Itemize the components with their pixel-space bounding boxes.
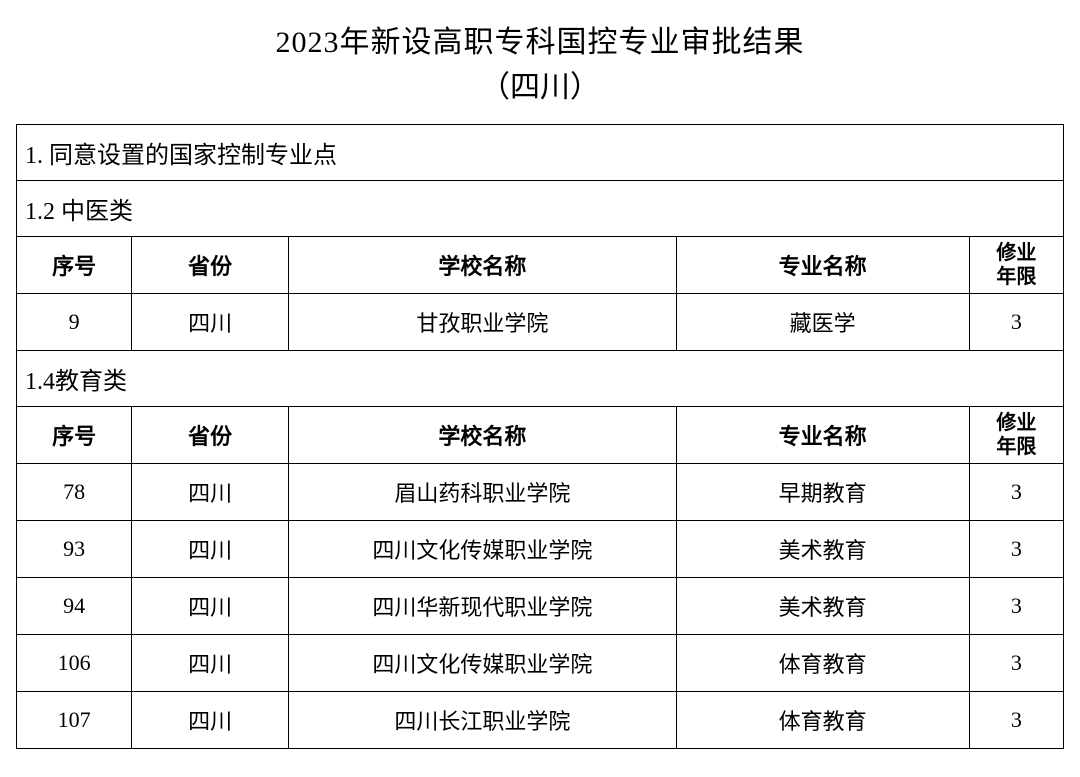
cell-province: 四川 bbox=[132, 521, 289, 578]
page-title-line1: 2023年新设高职专科国控专业审批结果 bbox=[16, 20, 1064, 65]
table-row: 107四川四川长江职业学院体育教育3 bbox=[17, 692, 1064, 749]
cell-seq: 9 bbox=[17, 294, 132, 351]
column-header-province: 省份 bbox=[132, 237, 289, 294]
cell-seq: 107 bbox=[17, 692, 132, 749]
cell-major: 体育教育 bbox=[676, 692, 969, 749]
cell-major: 体育教育 bbox=[676, 635, 969, 692]
group-header-row: 1.2 中医类 bbox=[17, 181, 1064, 237]
table-row: 93四川四川文化传媒职业学院美术教育3 bbox=[17, 521, 1064, 578]
group-header: 1.2 中医类 bbox=[17, 181, 1064, 237]
cell-school: 甘孜职业学院 bbox=[289, 294, 676, 351]
cell-school: 四川文化传媒职业学院 bbox=[289, 635, 676, 692]
table-row: 78四川眉山药科职业学院早期教育3 bbox=[17, 464, 1064, 521]
cell-major: 美术教育 bbox=[676, 521, 969, 578]
page-title-block: 2023年新设高职专科国控专业审批结果 （四川） bbox=[16, 20, 1064, 110]
cell-province: 四川 bbox=[132, 578, 289, 635]
column-header-row: 序号省份学校名称专业名称修业年限 bbox=[17, 407, 1064, 464]
cell-seq: 94 bbox=[17, 578, 132, 635]
cell-school: 四川文化传媒职业学院 bbox=[289, 521, 676, 578]
cell-province: 四川 bbox=[132, 294, 289, 351]
column-header-major: 专业名称 bbox=[676, 237, 969, 294]
section-1-header: 1. 同意设置的国家控制专业点 bbox=[17, 125, 1064, 181]
group-header: 1.4教育类 bbox=[17, 351, 1064, 407]
approval-table: 1. 同意设置的国家控制专业点 1.2 中医类序号省份学校名称专业名称修业年限9… bbox=[16, 124, 1064, 749]
cell-years: 3 bbox=[969, 464, 1063, 521]
table-row: 9四川甘孜职业学院藏医学3 bbox=[17, 294, 1064, 351]
cell-major: 早期教育 bbox=[676, 464, 969, 521]
page-title-line2: （四川） bbox=[16, 65, 1064, 110]
column-header-school: 学校名称 bbox=[289, 407, 676, 464]
cell-seq: 78 bbox=[17, 464, 132, 521]
column-header-years: 修业年限 bbox=[969, 407, 1063, 464]
cell-school: 四川华新现代职业学院 bbox=[289, 578, 676, 635]
cell-major: 美术教育 bbox=[676, 578, 969, 635]
cell-years: 3 bbox=[969, 692, 1063, 749]
cell-years: 3 bbox=[969, 294, 1063, 351]
column-header-years: 修业年限 bbox=[969, 237, 1063, 294]
group-header-row: 1.4教育类 bbox=[17, 351, 1064, 407]
cell-school: 眉山药科职业学院 bbox=[289, 464, 676, 521]
cell-major: 藏医学 bbox=[676, 294, 969, 351]
cell-province: 四川 bbox=[132, 635, 289, 692]
section-1-row: 1. 同意设置的国家控制专业点 bbox=[17, 125, 1064, 181]
cell-province: 四川 bbox=[132, 692, 289, 749]
cell-years: 3 bbox=[969, 521, 1063, 578]
cell-seq: 93 bbox=[17, 521, 132, 578]
column-header-seq: 序号 bbox=[17, 407, 132, 464]
cell-school: 四川长江职业学院 bbox=[289, 692, 676, 749]
table-row: 94四川四川华新现代职业学院美术教育3 bbox=[17, 578, 1064, 635]
column-header-seq: 序号 bbox=[17, 237, 132, 294]
column-header-school: 学校名称 bbox=[289, 237, 676, 294]
column-header-row: 序号省份学校名称专业名称修业年限 bbox=[17, 237, 1064, 294]
cell-years: 3 bbox=[969, 635, 1063, 692]
table-row: 106四川四川文化传媒职业学院体育教育3 bbox=[17, 635, 1064, 692]
cell-years: 3 bbox=[969, 578, 1063, 635]
column-header-province: 省份 bbox=[132, 407, 289, 464]
cell-seq: 106 bbox=[17, 635, 132, 692]
cell-province: 四川 bbox=[132, 464, 289, 521]
column-header-major: 专业名称 bbox=[676, 407, 969, 464]
